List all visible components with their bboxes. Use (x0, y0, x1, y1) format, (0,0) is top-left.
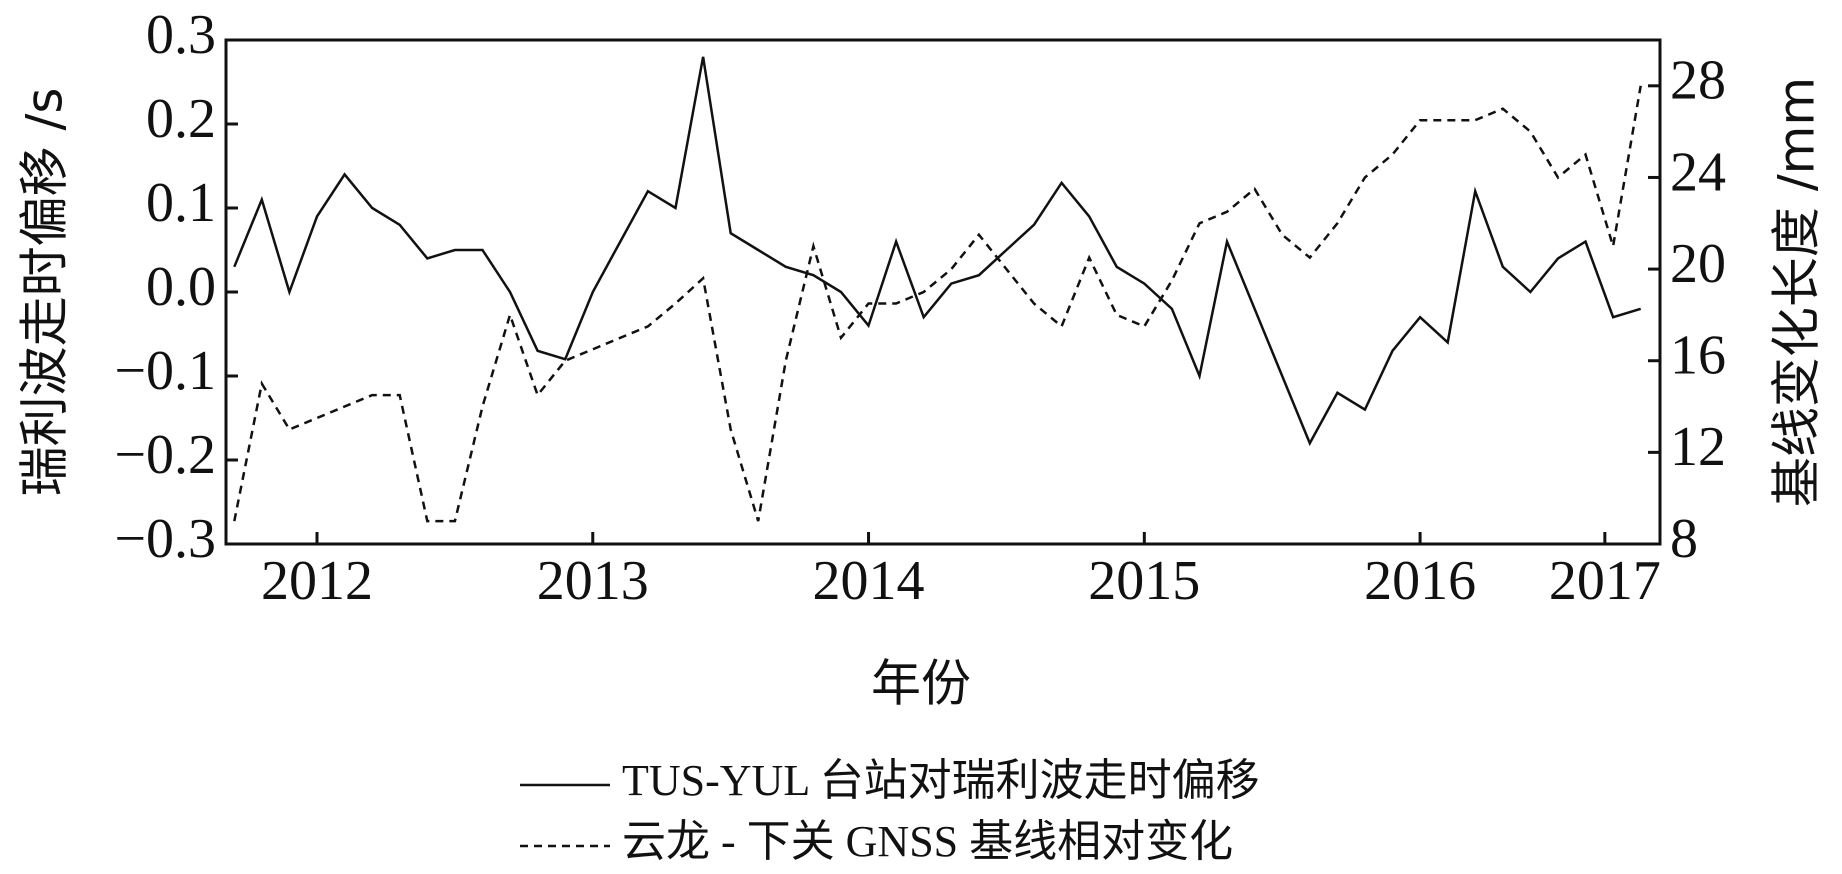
y2-tick-label: 12 (1670, 416, 1726, 478)
y-tick-label: −0.3 (114, 508, 216, 570)
y2-tick-label: 28 (1670, 50, 1726, 112)
y2-tick-label: 16 (1670, 325, 1726, 387)
legend-label: 云龙 - 下关 GNSS 基线相对变化 (622, 817, 1233, 866)
y2-tick-label: 8 (1670, 508, 1698, 570)
y-tick-label: 0.2 (146, 88, 216, 150)
series-line (233, 56, 1642, 447)
y-tick-label: 0.1 (146, 172, 216, 234)
y2-tick-label: 24 (1670, 141, 1726, 203)
x-tick-label: 2014 (813, 550, 925, 612)
y-tick-label: −0.2 (114, 424, 216, 486)
y-tick-label: 0.3 (146, 4, 216, 66)
y2-axis-label: 基线变化长度 /mm (1768, 77, 1826, 507)
y-axis-label: 瑞利波走时偏移 /s (16, 88, 74, 497)
series-line (233, 85, 1642, 523)
x-tick-label: 2016 (1364, 550, 1476, 612)
x-tick-label: 2017 (1549, 550, 1661, 612)
x-tick-label: 2013 (537, 550, 649, 612)
y-tick-label: 0.0 (146, 256, 216, 318)
y-tick-label: −0.1 (114, 340, 216, 402)
x-axis-label: 年份 (871, 655, 971, 713)
legend-label: TUS-YUL 台站对瑞利波走时偏移 (622, 756, 1260, 805)
y2-tick-label: 20 (1670, 233, 1726, 295)
x-tick-label: 2012 (261, 550, 373, 612)
x-tick-label: 2015 (1088, 550, 1200, 612)
